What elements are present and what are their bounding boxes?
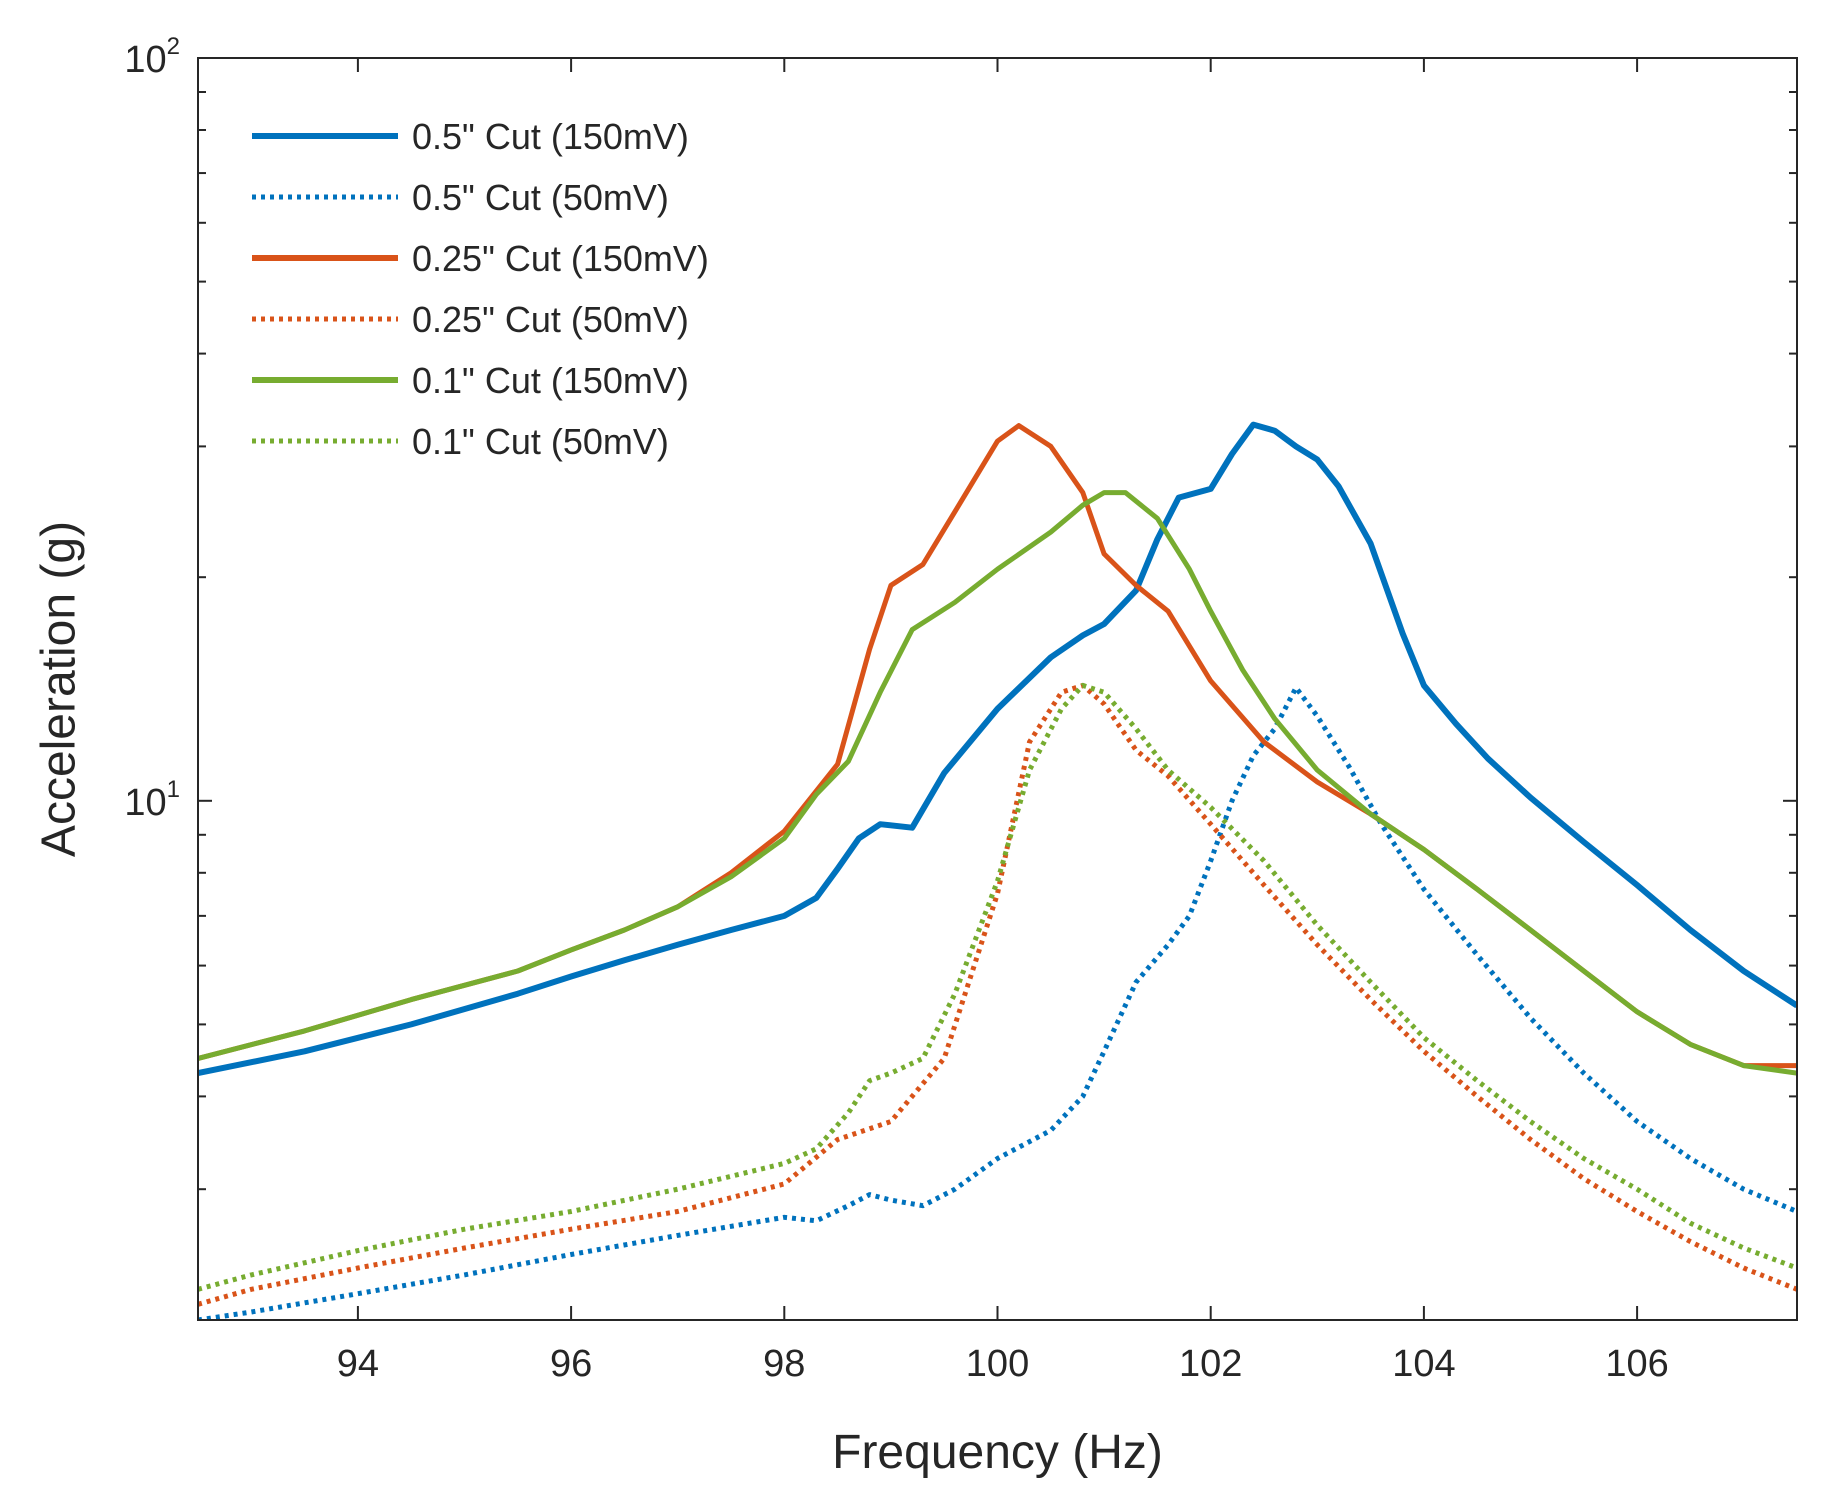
x-tick-label: 102 [1179,1343,1242,1385]
x-tick-label: 96 [550,1343,592,1385]
series-line-0 [198,421,1797,1077]
y-axis-label: Acceleration (g) [33,521,86,857]
series-line-1 [198,685,1797,1320]
legend-label: 0.1" Cut (150mV) [412,360,689,401]
x-axis-label: Frequency (Hz) [832,1426,1163,1479]
tick-labels-layer: 94 96 98 100 102 104 106 101 102 [124,33,1668,1385]
legend-label: 0.5" Cut (150mV) [412,116,689,157]
y-tick-label: 102 [124,33,180,81]
y-tick-label: 101 [124,776,180,824]
series-layer [198,421,1797,1320]
series-line-3 [198,682,1797,1307]
legend-label: 0.1" Cut (50mV) [412,421,669,462]
x-tick-label: 106 [1605,1343,1668,1385]
legend-label: 0.25" Cut (150mV) [412,238,709,279]
x-tick-label: 98 [763,1343,805,1385]
x-tick-label: 100 [966,1343,1029,1385]
legend: 0.5" Cut (150mV) 0.5" Cut (50mV) 0.25" Cut… [252,116,709,462]
x-tick-label: 104 [1392,1343,1455,1385]
legend-label: 0.5" Cut (50mV) [412,177,669,218]
ticks-layer [198,58,1797,1321]
x-tick-label: 94 [337,1343,379,1385]
series-line-5 [198,682,1797,1292]
series-line-4 [198,490,1797,1076]
legend-label: 0.25" Cut (50mV) [412,299,689,340]
